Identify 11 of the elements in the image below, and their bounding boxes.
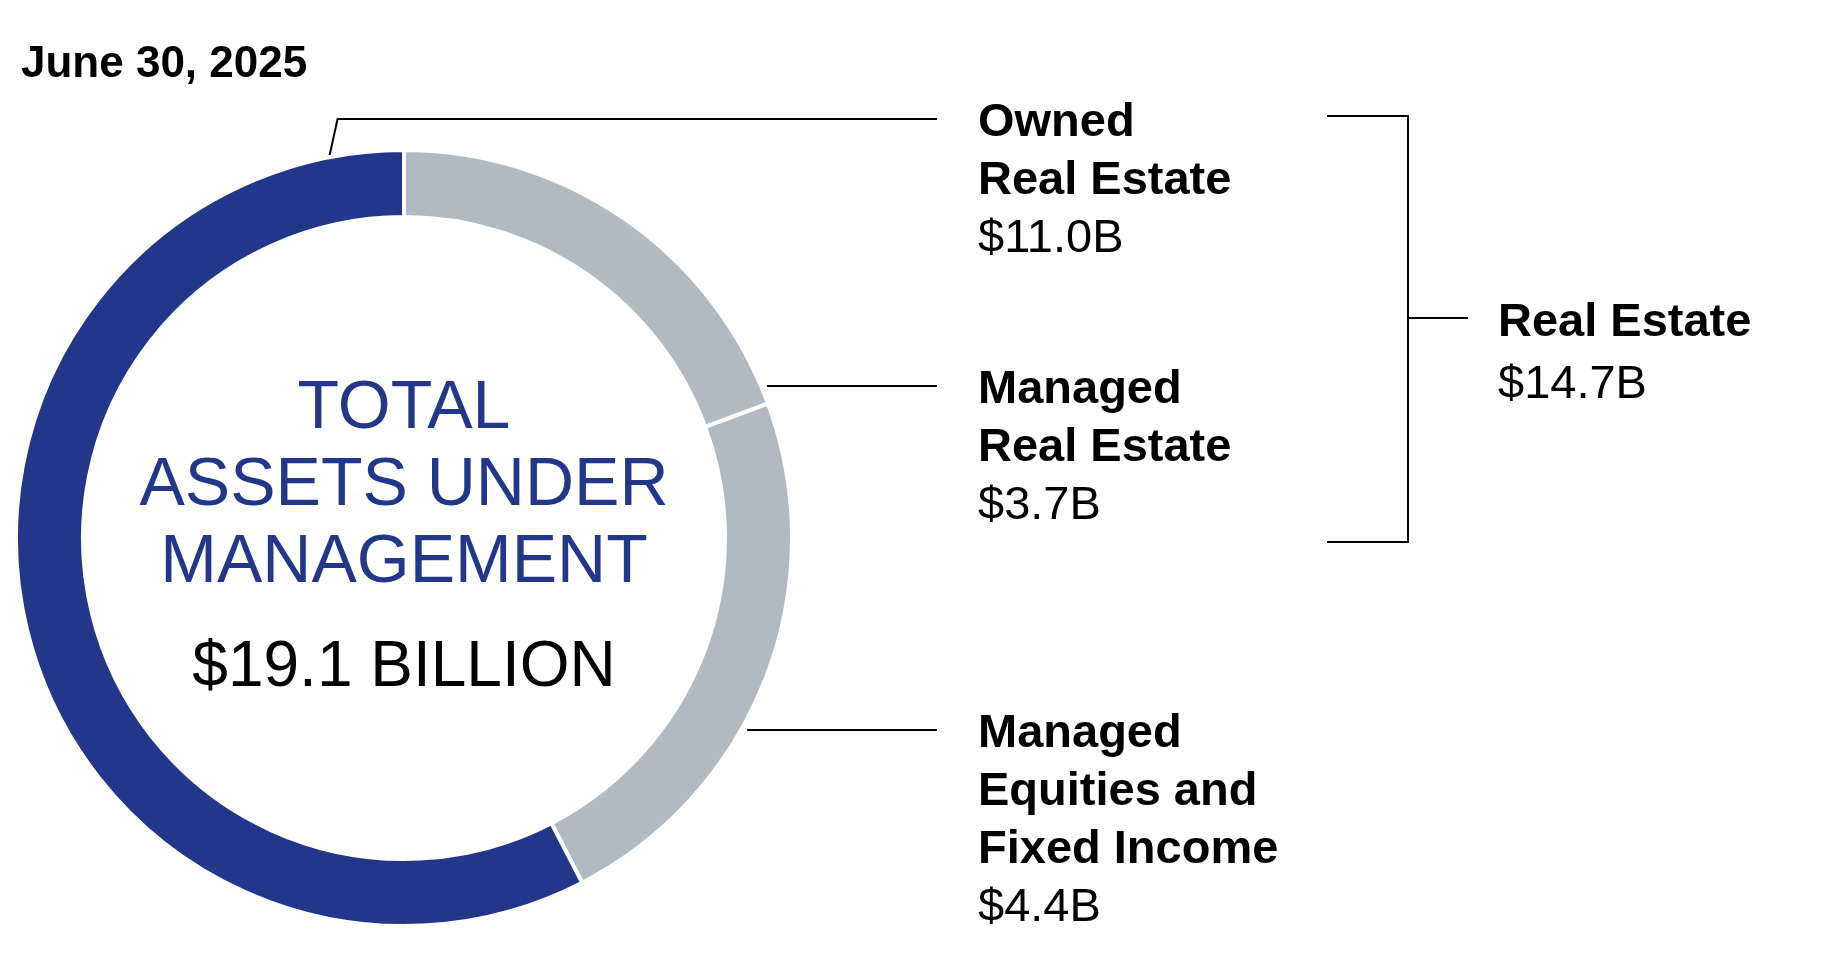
text: $14.7B [1498,354,1647,408]
text: $19.1 BILLION [192,628,616,700]
text: TOTAL ASSETS UNDER MANAGEMENT [139,366,669,596]
slice-label: Owned Real Estate [978,92,1232,204]
text: Real Estate [1498,292,1752,346]
data-label: $3.7B [978,475,1101,529]
data-label: $4.4B [978,877,1101,931]
slice-label: Managed Equities and Fixed Income [978,703,1279,873]
data-label: $11.0B [978,208,1124,262]
chart-subtitle: June 30, 2025 [21,36,308,86]
slice-label: Managed Real Estate [978,359,1232,471]
